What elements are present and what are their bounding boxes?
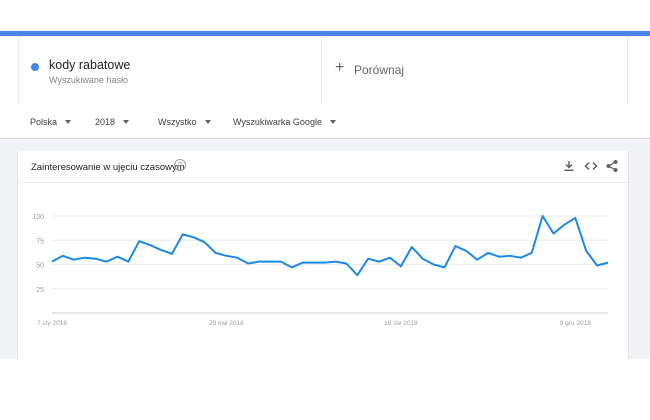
y-tick-label: 100 <box>32 214 44 221</box>
plus-icon: + <box>335 59 345 76</box>
compare-button[interactable]: + Porównaj <box>321 36 628 104</box>
top-accent-bar <box>0 31 650 36</box>
share-icon[interactable] <box>605 159 619 173</box>
time-range-label: 2018 <box>95 117 116 127</box>
x-tick-label: 7 sty 2018 <box>37 320 67 327</box>
region-label: Polska <box>30 117 58 127</box>
search-type-label: Wyszukiwarka Google <box>233 117 322 127</box>
embed-icon[interactable] <box>584 159 598 173</box>
time-range-dropdown[interactable]: 2018 <box>95 117 130 127</box>
x-tick-label: 9 gru 2018 <box>560 320 591 327</box>
search-type-dropdown[interactable]: Wyszukiwarka Google <box>233 117 336 127</box>
download-icon[interactable] <box>562 159 576 173</box>
series-line <box>51 215 609 277</box>
caret-down-icon <box>204 119 211 124</box>
help-icon[interactable]: ? <box>174 159 186 171</box>
search-term-type: Wyszukiwane hasło <box>49 75 128 85</box>
y-tick-label: 50 <box>36 263 44 270</box>
card-title: Zainteresowanie w ujęciu czasowym <box>31 162 185 173</box>
interest-line-chart: 25 50 75 100 7 sty 2018 29 kwi 2018 19 sie 201… <box>32 214 609 327</box>
region-dropdown[interactable]: Polska <box>30 117 72 127</box>
series-color-dot <box>31 63 39 71</box>
caret-down-icon <box>123 119 130 124</box>
compare-label: Porównaj <box>354 63 405 77</box>
x-tick-label: 29 kwi 2018 <box>209 320 244 327</box>
filter-bar: Polska 2018 Wszystko Wyszukiwarka Google <box>0 104 650 139</box>
interest-over-time-card: Zainteresowanie w ujęciu czasowym ? 25 50… <box>17 151 629 359</box>
card-header: Zainteresowanie w ujęciu czasowym ? <box>18 151 628 183</box>
caret-down-icon <box>65 119 72 124</box>
search-term-name[interactable]: kody rabatowe <box>49 58 131 72</box>
y-tick-label: 25 <box>36 287 44 294</box>
caret-down-icon <box>329 119 336 124</box>
y-tick-label: 75 <box>36 238 44 245</box>
x-tick-label: 19 sie 2018 <box>384 320 418 327</box>
category-dropdown[interactable]: Wszystko <box>158 117 211 127</box>
search-terms-bar: kody rabatowe Wyszukiwane hasło + Porówn… <box>0 36 650 105</box>
category-label: Wszystko <box>158 117 197 127</box>
search-term-card[interactable]: kody rabatowe Wyszukiwane hasło <box>18 36 322 104</box>
